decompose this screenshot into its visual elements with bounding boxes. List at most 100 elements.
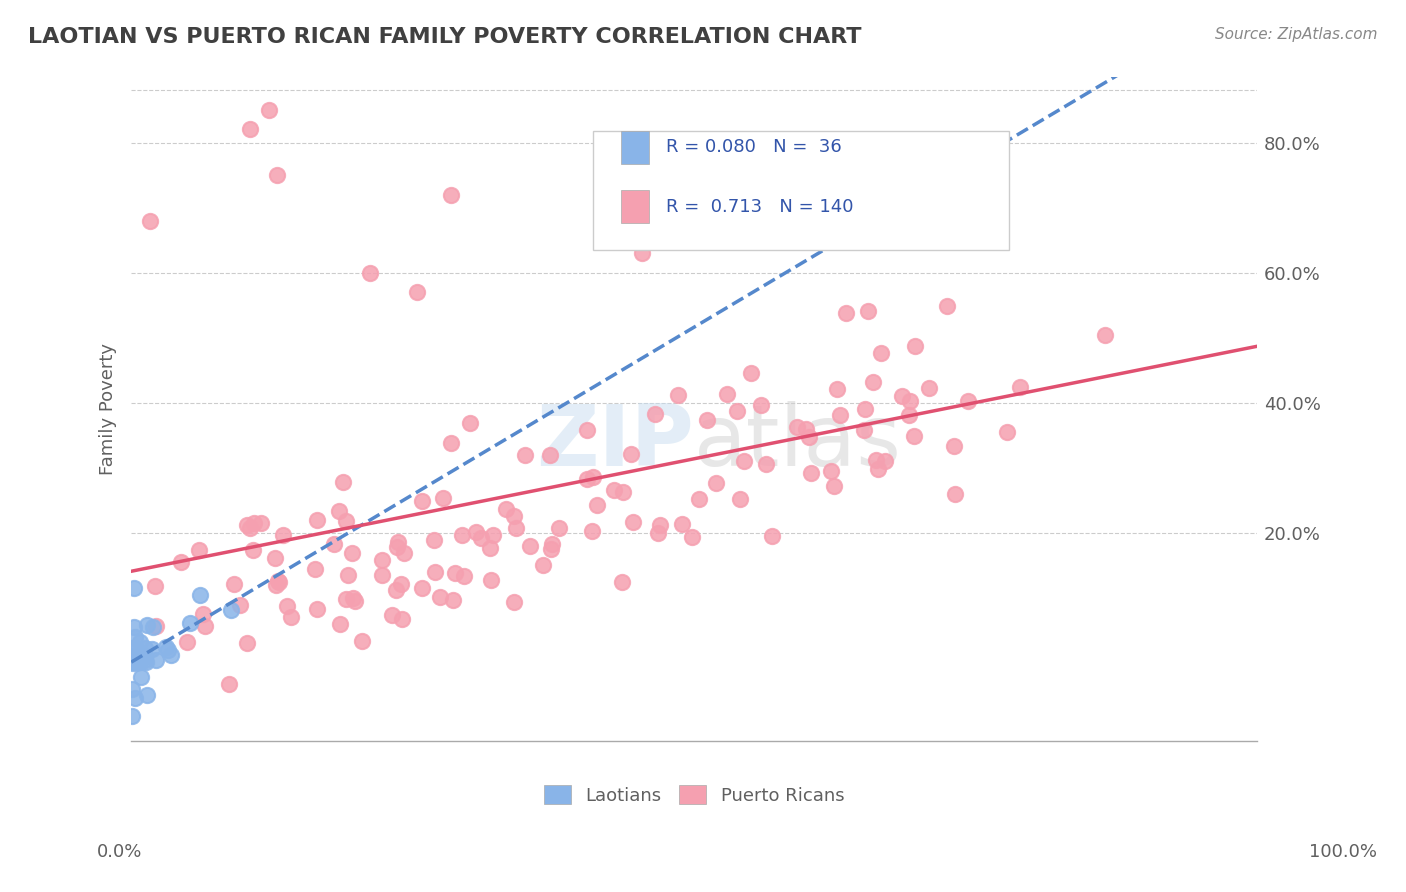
Point (124, 630, 146, 644)
Point (264, 578, 287, 592)
Point (995, 425, 1018, 440)
Legend: Laotians, Puerto Ricans: Laotians, Puerto Ricans (537, 778, 852, 812)
Point (134, 640, 156, 655)
Point (188, 588, 211, 602)
Point (853, 402, 876, 417)
Point (800, 466, 823, 480)
Point (145, 619, 167, 633)
Point (688, 491, 710, 506)
Point (156, 643, 179, 657)
Point (124, 641, 146, 656)
Point (470, 531, 492, 545)
Point (610, 575, 633, 590)
Point (124, 690, 146, 705)
Point (666, 388, 689, 402)
Point (918, 381, 941, 395)
Point (370, 568, 392, 582)
Point (733, 454, 755, 468)
Point (179, 615, 201, 630)
Point (464, 525, 486, 540)
Text: atlas: atlas (695, 401, 903, 484)
Point (716, 387, 738, 401)
Point (129, 635, 152, 649)
Point (263, 550, 285, 565)
Point (540, 541, 562, 556)
Point (188, 543, 211, 558)
Point (305, 513, 328, 527)
Point (387, 540, 409, 554)
Point (129, 670, 152, 684)
Point (761, 529, 783, 543)
Point (444, 566, 467, 581)
Point (266, 168, 288, 182)
Point (332, 475, 354, 489)
Point (120, 656, 142, 670)
Point (620, 447, 643, 461)
Point (870, 346, 893, 360)
Point (439, 187, 461, 202)
Point (394, 545, 416, 559)
Point (495, 501, 517, 516)
Point (134, 649, 156, 664)
Point (121, 708, 143, 723)
Point (342, 546, 364, 560)
Point (371, 553, 394, 567)
Point (242, 543, 264, 558)
Point (513, 448, 536, 462)
Point (239, 122, 262, 136)
Point (342, 591, 364, 605)
Point (903, 339, 925, 353)
Point (429, 590, 451, 604)
Point (825, 382, 848, 396)
Point (135, 655, 157, 669)
Point (853, 423, 876, 437)
Point (329, 617, 352, 632)
Point (602, 483, 624, 497)
Point (385, 583, 408, 598)
Text: 0.0%: 0.0% (97, 843, 142, 861)
Point (898, 408, 921, 422)
Point (575, 472, 598, 486)
Point (644, 407, 666, 421)
Point (122, 582, 145, 596)
Point (125, 656, 148, 670)
Point (243, 516, 266, 530)
FancyBboxPatch shape (593, 130, 1010, 250)
Point (479, 574, 502, 588)
Point (139, 213, 162, 227)
Point (122, 650, 145, 665)
Point (170, 555, 193, 569)
Point (122, 620, 145, 634)
Point (440, 435, 463, 450)
Point (122, 654, 145, 668)
Point (194, 619, 217, 633)
Point (411, 581, 433, 595)
Point (135, 688, 157, 702)
Point (344, 594, 367, 608)
Point (647, 526, 669, 541)
Point (730, 491, 752, 506)
Point (868, 462, 890, 476)
Text: ZIP: ZIP (536, 401, 695, 484)
Point (873, 454, 896, 468)
Point (235, 518, 257, 533)
Point (143, 579, 166, 593)
Point (706, 476, 728, 491)
Point (1008, 380, 1031, 394)
Point (820, 464, 842, 478)
Point (259, 103, 281, 117)
Point (519, 539, 541, 553)
Point (856, 304, 879, 318)
Point (576, 423, 599, 437)
Point (304, 562, 326, 576)
Point (335, 514, 357, 528)
Point (479, 541, 502, 556)
Point (538, 448, 561, 462)
Point (128, 655, 150, 669)
Point (122, 656, 145, 670)
Point (121, 653, 143, 667)
FancyBboxPatch shape (621, 190, 650, 224)
Point (835, 306, 858, 320)
Point (531, 558, 554, 572)
Point (725, 404, 748, 418)
